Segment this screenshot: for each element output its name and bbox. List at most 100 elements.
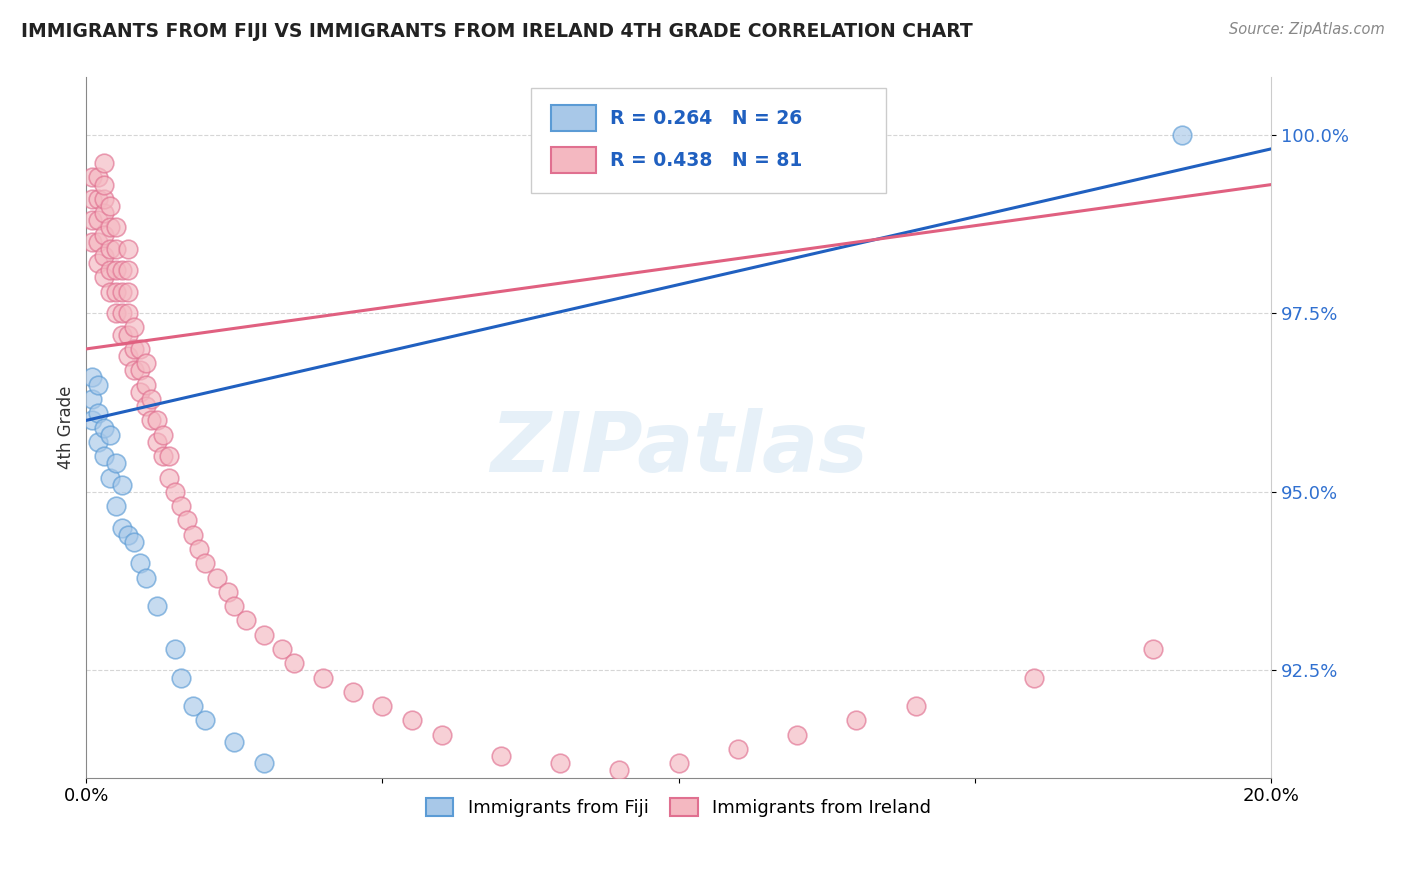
Point	[82, 392, 104, 406]
Point	[146, 413, 169, 427]
Point	[194, 714, 217, 728]
Point	[104, 306, 127, 320]
Point	[128, 556, 150, 570]
Point	[93, 449, 115, 463]
Point	[904, 699, 927, 714]
Point	[430, 728, 453, 742]
Legend: Immigrants from Fiji, Immigrants from Ireland: Immigrants from Fiji, Immigrants from Ir…	[419, 790, 938, 824]
Point	[371, 699, 394, 714]
Point	[117, 327, 139, 342]
Point	[157, 470, 180, 484]
Point	[1142, 642, 1164, 657]
Point	[98, 220, 121, 235]
Point	[98, 427, 121, 442]
Point	[93, 156, 115, 170]
Y-axis label: 4th Grade: 4th Grade	[58, 386, 75, 469]
Point	[93, 249, 115, 263]
Text: R = 0.438   N = 81: R = 0.438 N = 81	[610, 151, 803, 169]
Point	[194, 556, 217, 570]
Point	[224, 735, 246, 749]
Point	[170, 499, 193, 513]
Point	[152, 449, 174, 463]
Point	[111, 477, 134, 491]
Text: ZIPatlas: ZIPatlas	[489, 408, 868, 489]
Point	[1171, 128, 1194, 142]
Point	[845, 714, 868, 728]
Point	[283, 657, 305, 671]
Point	[117, 527, 139, 541]
Bar	[551, 105, 596, 130]
Point	[117, 242, 139, 256]
Point	[117, 263, 139, 277]
Point	[98, 263, 121, 277]
Point	[187, 541, 209, 556]
Point	[104, 285, 127, 299]
Point	[135, 377, 157, 392]
Point	[111, 520, 134, 534]
Point	[727, 742, 749, 756]
Point	[609, 764, 631, 778]
Point	[93, 420, 115, 434]
Point	[93, 178, 115, 192]
Text: Source: ZipAtlas.com: Source: ZipAtlas.com	[1229, 22, 1385, 37]
Point	[128, 363, 150, 377]
Point	[253, 756, 276, 771]
Point	[104, 456, 127, 470]
Point	[786, 728, 808, 742]
Point	[87, 192, 110, 206]
Point	[117, 349, 139, 363]
Point	[141, 413, 163, 427]
Point	[82, 213, 104, 227]
Point	[205, 570, 228, 584]
Point	[87, 377, 110, 392]
Point	[82, 235, 104, 249]
Point	[111, 263, 134, 277]
Point	[122, 534, 145, 549]
Point	[111, 327, 134, 342]
Point	[117, 285, 139, 299]
Point	[152, 427, 174, 442]
Point	[146, 434, 169, 449]
Point	[93, 270, 115, 285]
Point	[98, 470, 121, 484]
Point	[668, 756, 690, 771]
Point	[181, 527, 204, 541]
Point	[312, 671, 335, 685]
Point	[401, 714, 423, 728]
Point	[165, 642, 187, 657]
Point	[87, 213, 110, 227]
Text: R = 0.264   N = 26: R = 0.264 N = 26	[610, 109, 803, 128]
Point	[217, 584, 239, 599]
Point	[82, 413, 104, 427]
Point	[104, 263, 127, 277]
Bar	[551, 147, 596, 173]
Point	[135, 356, 157, 370]
Point	[98, 242, 121, 256]
Point	[165, 484, 187, 499]
Point	[122, 363, 145, 377]
Point	[342, 685, 364, 699]
Point	[82, 170, 104, 185]
Point	[1024, 671, 1046, 685]
Point	[87, 256, 110, 270]
Point	[82, 192, 104, 206]
Point	[87, 170, 110, 185]
Point	[128, 384, 150, 399]
Point	[93, 206, 115, 220]
Point	[122, 320, 145, 334]
Point	[98, 199, 121, 213]
Point	[170, 671, 193, 685]
Point	[157, 449, 180, 463]
Point	[122, 342, 145, 356]
Text: IMMIGRANTS FROM FIJI VS IMMIGRANTS FROM IRELAND 4TH GRADE CORRELATION CHART: IMMIGRANTS FROM FIJI VS IMMIGRANTS FROM …	[21, 22, 973, 41]
Point	[111, 285, 134, 299]
Point	[253, 628, 276, 642]
Point	[235, 614, 257, 628]
Point	[176, 513, 198, 527]
Point	[224, 599, 246, 613]
Point	[135, 570, 157, 584]
Point	[117, 306, 139, 320]
Point	[548, 756, 571, 771]
Point	[87, 434, 110, 449]
Point	[181, 699, 204, 714]
